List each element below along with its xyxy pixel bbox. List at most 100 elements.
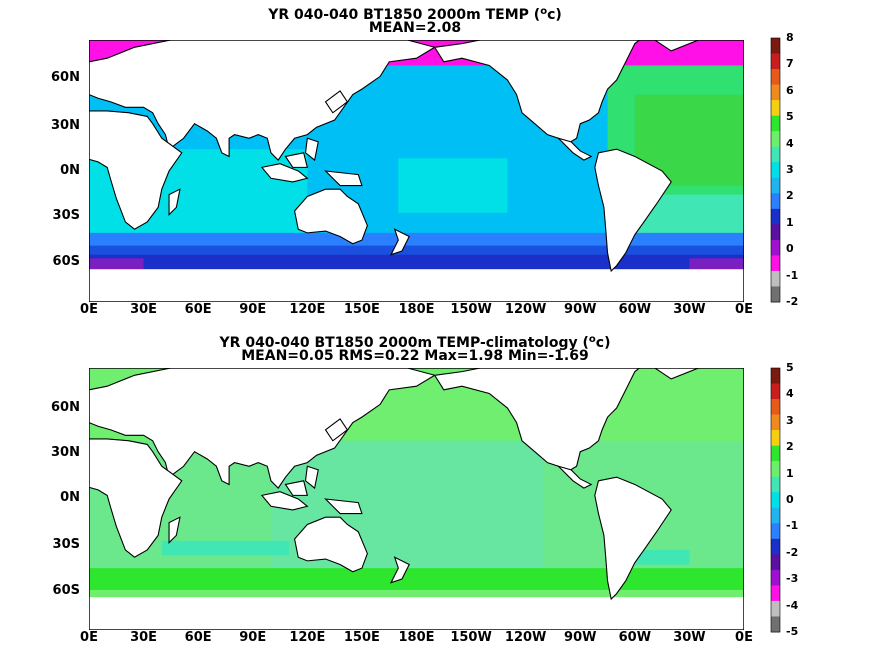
colorbar-label: 6 — [786, 83, 794, 97]
colorbar-label: 5 — [786, 361, 794, 374]
colorbar-label: 1 — [786, 466, 794, 480]
lat-label: 30N — [51, 445, 80, 460]
lon-label: 120E — [289, 302, 326, 317]
colorbar-swatch — [771, 131, 780, 148]
colorbar-swatch — [771, 585, 780, 602]
colorbar-swatch — [771, 554, 780, 571]
colorbar-swatch — [771, 538, 780, 555]
lon-label: 0E — [735, 630, 753, 645]
colorbar-frame — [770, 37, 781, 303]
colorbar-swatch — [771, 115, 780, 132]
colorbar-label: 0 — [786, 242, 794, 256]
colorbar-label: -4 — [786, 598, 799, 612]
colorbar-swatch — [771, 146, 780, 163]
lon-label: 150W — [450, 630, 492, 645]
lon-label: 120W — [504, 630, 547, 645]
colorbar-swatch — [771, 53, 780, 70]
colorbar-swatch — [771, 84, 780, 101]
colorbar-label: -2 — [786, 545, 799, 559]
bottom-map-title: YR 040-040 BT1850 2000m TEMP-climatology… — [0, 332, 830, 351]
colorbar-swatch — [771, 255, 780, 272]
lon-label: 60W — [618, 302, 652, 317]
lon-label: 90E — [239, 302, 267, 317]
colorbar-swatch — [771, 286, 780, 303]
lon-label: 90E — [239, 630, 267, 645]
colorbar-swatch — [771, 569, 780, 586]
lon-label: 30E — [130, 630, 158, 645]
colorbar-swatch — [771, 368, 780, 385]
colorbar-swatch — [771, 616, 780, 633]
colorbar-label: 7 — [786, 57, 794, 71]
lon-label: 150W — [450, 302, 492, 317]
lon-label: 60E — [184, 302, 212, 317]
colorbar-swatch — [771, 600, 780, 617]
lon-label: 60W — [618, 630, 652, 645]
bottom-map-stats: MEAN=0.05 RMS=0.22 Max=1.98 Min=-1.69 — [241, 348, 589, 364]
lon-label: 150E — [343, 302, 380, 317]
lon-label: 60E — [184, 630, 212, 645]
top-map-title: YR 040-040 BT1850 2000m TEMP (oc) — [0, 4, 830, 23]
colorbar-swatch — [771, 38, 780, 55]
top-map-area — [89, 40, 744, 302]
colorbar-swatch — [771, 445, 780, 462]
lon-label: 90W — [564, 630, 597, 645]
lon-label: 120W — [504, 302, 547, 317]
colorbar-swatch — [771, 270, 780, 287]
colorbar-label: 3 — [786, 413, 794, 427]
lon-label: 0E — [80, 302, 98, 317]
colorbar-frame — [770, 367, 781, 633]
lat-label: 60S — [52, 254, 80, 269]
colorbar-label: 5 — [786, 110, 794, 124]
colorbar-swatch — [771, 492, 780, 509]
lon-label: 0E — [80, 630, 98, 645]
colorbar-label: -5 — [786, 625, 799, 638]
colorbar-swatch — [771, 69, 780, 86]
colorbar-swatch — [771, 208, 780, 225]
colorbar-swatch — [771, 430, 780, 447]
bottom-colorbar — [770, 367, 781, 633]
lat-label: 60N — [51, 70, 80, 85]
top-title-degree: o — [540, 6, 548, 17]
lat-label: 0N — [60, 490, 80, 505]
lon-label: 30W — [673, 630, 706, 645]
top-title-unit: c) — [547, 7, 562, 23]
colorbar-swatch — [771, 476, 780, 493]
colorbar-label: 2 — [786, 189, 794, 203]
lat-label: 60N — [51, 400, 80, 415]
colorbar-swatch — [771, 383, 780, 400]
bottom-title-text: YR 040-040 BT1850 2000m TEMP-climatology… — [219, 335, 589, 351]
top-map — [89, 40, 744, 302]
colorbar-label: 2 — [786, 440, 794, 454]
bottom-title-unit: c) — [595, 335, 611, 351]
colorbar-label: 4 — [786, 136, 794, 150]
lat-label: 30S — [52, 208, 80, 223]
colorbar-label: 8 — [786, 31, 794, 44]
lon-label: 180E — [398, 630, 435, 645]
lat-label: 60S — [52, 583, 80, 598]
colorbar-swatch — [771, 100, 780, 117]
colorbar-swatch — [771, 414, 780, 431]
lon-label: 90W — [564, 302, 597, 317]
lat-label: 0N — [60, 163, 80, 178]
colorbar-swatch — [771, 193, 780, 210]
colorbar-label: -2 — [786, 295, 799, 308]
colorbar-label: 3 — [786, 163, 794, 176]
lon-label: 180E — [398, 302, 435, 317]
colorbar-label: 4 — [786, 387, 794, 401]
top-colorbar — [770, 37, 781, 303]
lat-label: 30N — [51, 118, 80, 133]
colorbar-swatch — [771, 162, 780, 179]
colorbar-swatch — [771, 399, 780, 416]
colorbar-label: -1 — [786, 519, 799, 533]
bottom-map — [89, 368, 744, 630]
colorbar-label: 0 — [786, 493, 794, 506]
colorbar-swatch — [771, 239, 780, 256]
colorbar-swatch — [771, 177, 780, 194]
top-map-mean: MEAN=2.08 — [368, 20, 462, 36]
bottom-map-area — [89, 368, 744, 630]
lon-label: 30W — [673, 302, 706, 317]
colorbar-swatch — [771, 224, 780, 241]
colorbar-swatch — [771, 523, 780, 540]
colorbar-label: -1 — [786, 268, 799, 282]
